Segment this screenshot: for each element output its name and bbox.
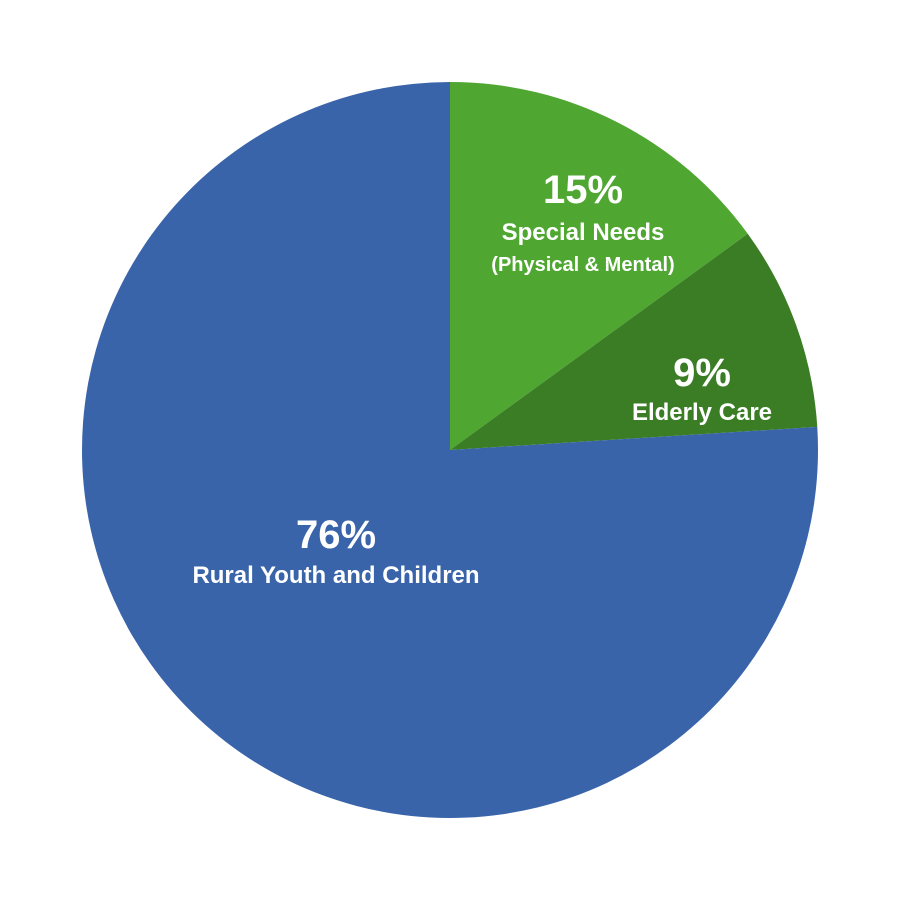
slice-label-name-rural-youth: Rural Youth and Children <box>192 562 479 589</box>
slice-label-percent-elderly-care: 9% <box>673 351 731 395</box>
slice-label-name-elderly-care: Elderly Care <box>632 399 772 426</box>
slice-label-percent-special-needs: 15% <box>543 168 623 212</box>
pie-slice-special-needs <box>450 82 748 450</box>
pie-slice-rural-youth <box>81 82 819 818</box>
pie-slices <box>81 82 819 818</box>
slice-label-sublabel-special-needs: (Physical & Mental) <box>491 254 674 276</box>
pie-slice-elderly-care <box>450 233 818 450</box>
slice-label-name-special-needs: Special Needs <box>502 219 665 246</box>
slice-label-percent-rural-youth: 76% <box>296 513 376 557</box>
